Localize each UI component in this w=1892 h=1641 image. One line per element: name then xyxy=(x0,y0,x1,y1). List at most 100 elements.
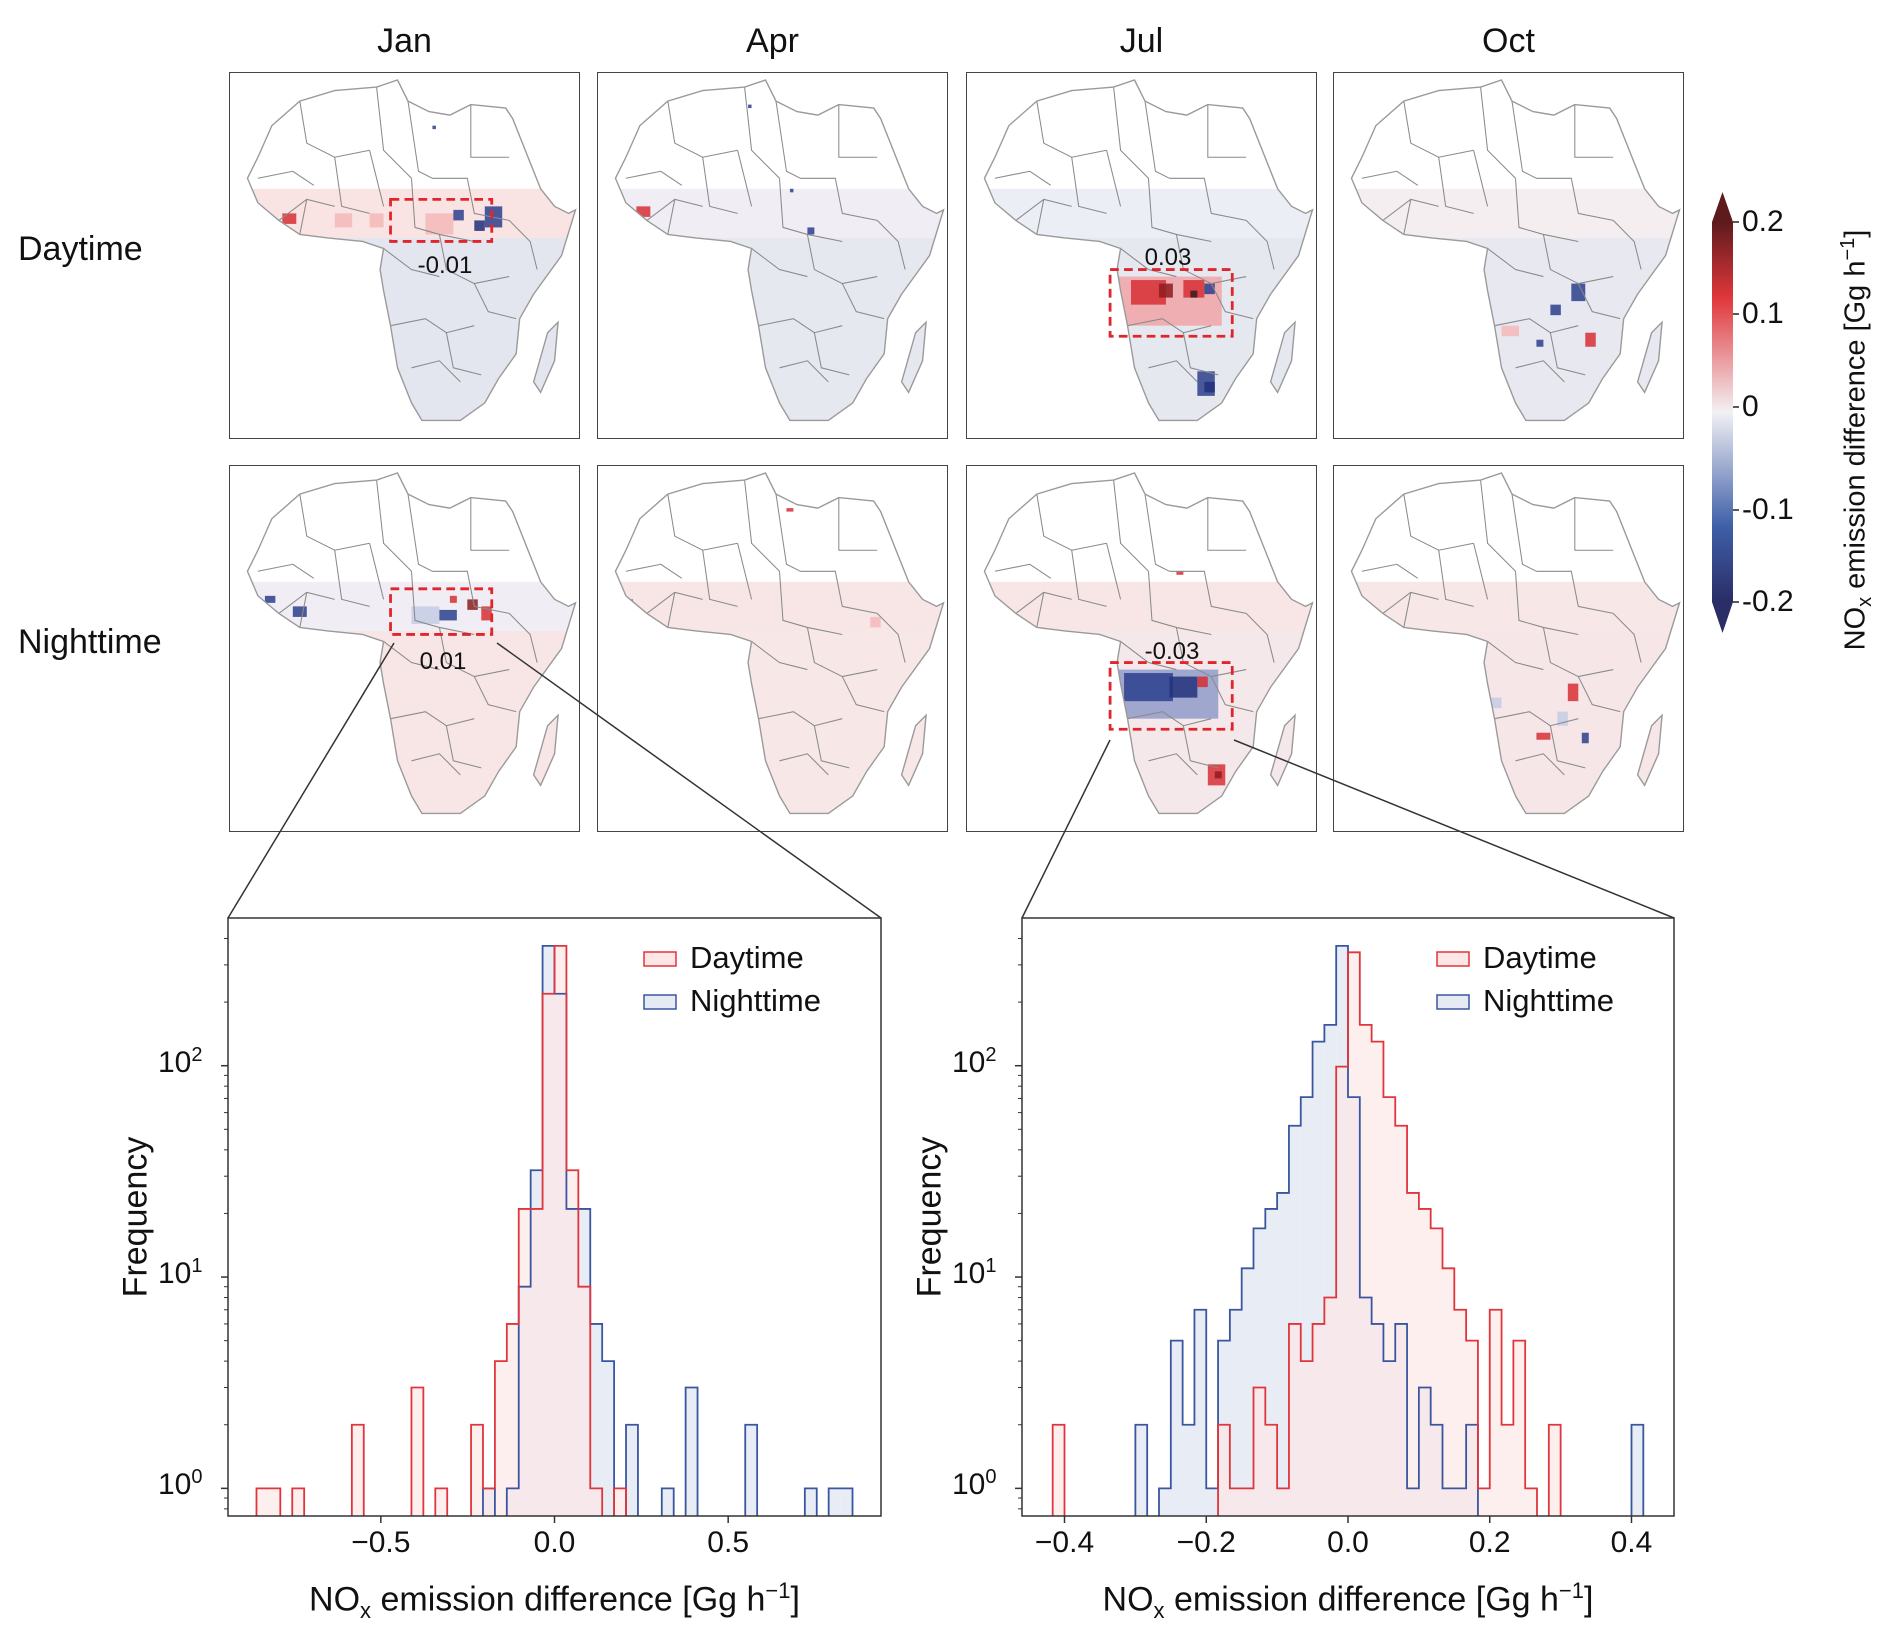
x-tick-label: 0.0 xyxy=(1327,1526,1369,1559)
colorbar-min-arrow xyxy=(1712,602,1733,633)
hist-bar-nighttime xyxy=(1277,1192,1289,1516)
country-border xyxy=(1514,571,1579,635)
y-tick-exp: 0 xyxy=(191,1466,203,1489)
y-tick-base: 10 xyxy=(952,1045,986,1079)
y-axis-label: Frequency xyxy=(116,1136,155,1298)
country-border xyxy=(800,177,878,221)
hist-bar-nighttime xyxy=(566,1208,579,1516)
field-south xyxy=(247,237,576,421)
legend-label-nighttime: Nighttime xyxy=(1483,983,1614,1018)
country-border xyxy=(1147,178,1212,242)
country-border xyxy=(1403,592,1412,628)
column-title-jan: Jan xyxy=(377,22,432,60)
hist-bar-daytime xyxy=(1466,1340,1478,1516)
coastline xyxy=(983,79,1314,422)
emission-hotspot xyxy=(432,125,436,130)
country-border xyxy=(1480,86,1516,179)
hist-bar-daytime xyxy=(1513,1340,1526,1516)
emission-hotspot xyxy=(1491,697,1502,709)
hist-outline-daytime xyxy=(1051,951,1562,1516)
country-border xyxy=(702,157,738,214)
emission-hotspot xyxy=(404,809,412,814)
hist-bar-nighttime xyxy=(1253,1228,1266,1516)
country-border xyxy=(994,170,1052,186)
country-border xyxy=(1542,234,1614,285)
hist-bar-daytime xyxy=(1383,1097,1396,1516)
country-border xyxy=(1144,100,1170,179)
x-label-main: NO xyxy=(309,1580,361,1619)
emission-hotspot xyxy=(1581,732,1589,744)
coastline xyxy=(614,472,945,815)
colorbar-title-end: ] xyxy=(1839,229,1872,238)
country-border xyxy=(744,479,780,572)
country-border xyxy=(1549,332,1586,376)
hist-bar-nighttime xyxy=(1300,1097,1313,1516)
emission-hotspot xyxy=(1176,571,1184,575)
country-border xyxy=(994,563,1052,579)
country-border xyxy=(800,570,878,614)
hist-bar-daytime xyxy=(518,1208,531,1516)
emission-hotspot xyxy=(1124,673,1173,702)
emission-hotspot xyxy=(807,227,815,235)
country-border xyxy=(410,571,475,635)
map-jul-nighttime xyxy=(966,465,1317,832)
country-border xyxy=(1511,100,1537,179)
colorbar xyxy=(1712,192,1739,633)
x-label-rest: emission difference [Gg h xyxy=(371,1580,766,1619)
country-border xyxy=(1245,220,1275,270)
hist-bar-daytime xyxy=(578,1286,591,1516)
x-tick-label: 0.2 xyxy=(1468,1526,1511,1559)
emission-hotspot xyxy=(1536,339,1544,347)
legend-swatch-daytime xyxy=(643,951,677,967)
emission-field xyxy=(1351,473,1680,814)
africa-map xyxy=(1350,79,1681,422)
country-border xyxy=(1148,360,1198,383)
hist-outline-nighttime xyxy=(1134,944,1645,1516)
hist-bar-nighttime xyxy=(1466,1424,1478,1516)
y-tick-label: 102 xyxy=(158,1044,203,1080)
country-border xyxy=(1169,570,1247,614)
country-border xyxy=(1494,711,1579,727)
hist-bar-daytime xyxy=(1489,1309,1502,1516)
hist-bar-nighttime xyxy=(1265,1208,1278,1516)
country-border xyxy=(775,493,801,572)
country-border xyxy=(1514,178,1579,242)
emission-hotspot xyxy=(292,606,307,617)
x-tick-label: 0.5 xyxy=(707,1526,750,1559)
country-border xyxy=(778,571,843,635)
y-axis-label: Frequency xyxy=(910,1136,949,1298)
y-tick-base: 10 xyxy=(158,1468,192,1502)
field-south xyxy=(615,237,944,421)
country-border xyxy=(299,493,370,551)
country-border xyxy=(744,86,780,179)
hist-bar-daytime xyxy=(1229,1488,1242,1516)
x-axis-label: NOx emission difference [Gg h−1] xyxy=(309,1578,800,1624)
field-south xyxy=(1351,237,1680,421)
y-tick-exp: 1 xyxy=(985,1255,997,1278)
colorbar-tick-label: -0.1 xyxy=(1742,493,1794,526)
country-border xyxy=(1382,591,1439,614)
country-border xyxy=(1480,479,1516,572)
emission-hotspot xyxy=(467,599,478,610)
country-border xyxy=(667,199,676,235)
country-border xyxy=(1144,493,1170,572)
country-border xyxy=(334,157,370,214)
hist-bar-daytime xyxy=(1525,1488,1538,1516)
hist-bar-nighttime xyxy=(1631,1424,1644,1516)
country-border xyxy=(278,591,335,614)
legend-label-nighttime: Nighttime xyxy=(690,983,821,1018)
hist-bar-daytime xyxy=(1359,1024,1372,1516)
hist-bar-daytime xyxy=(1371,1041,1384,1516)
country-border xyxy=(411,360,461,383)
colorbar-title-main: NO xyxy=(1839,606,1872,651)
row-label-daytime: Daytime xyxy=(18,230,143,268)
country-border xyxy=(369,150,385,207)
field-sahel xyxy=(1351,581,1680,631)
madagascar xyxy=(900,320,927,394)
field-south xyxy=(615,630,944,814)
hist-bar-daytime xyxy=(1288,1323,1301,1516)
africa-map xyxy=(614,472,945,815)
emission-hotspot xyxy=(369,213,384,228)
hist-bar-nighttime xyxy=(1348,1097,1360,1516)
y-tick-exp: 2 xyxy=(985,1043,997,1066)
